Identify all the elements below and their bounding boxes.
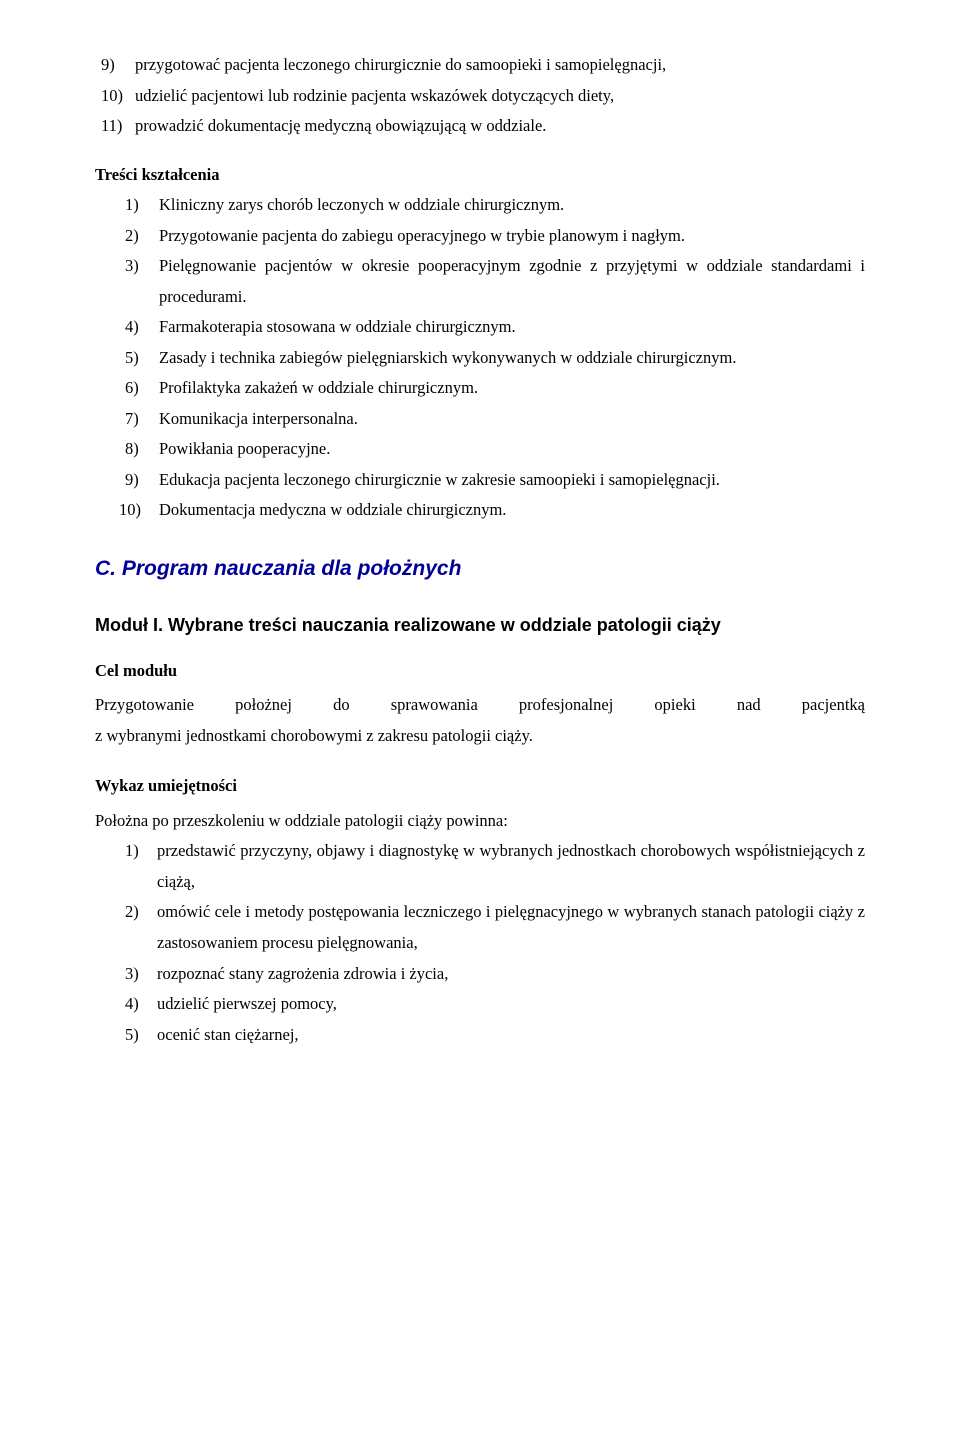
list-text: Profilaktyka zakażeń w oddziale chirurgi…: [159, 373, 865, 404]
list-item: 5) Zasady i technika zabiegów pielęgniar…: [119, 343, 865, 374]
list-item: 8) Powikłania pooperacyjne.: [119, 434, 865, 465]
list-num: 10): [95, 81, 135, 112]
list-text: omówić cele i metody postępowania leczni…: [157, 897, 865, 958]
list-text: udzielić pacjentowi lub rodzinie pacjent…: [135, 81, 865, 112]
list-num: 7): [119, 404, 159, 435]
list-item: 3) rozpoznać stany zagrożenia zdrowia i …: [125, 959, 865, 990]
list-num: 2): [125, 897, 157, 958]
list-text: przygotować pacjenta leczonego chirurgic…: [135, 50, 865, 81]
list-text: Edukacja pacjenta leczonego chirurgiczni…: [159, 465, 865, 496]
wykaz-label: Wykaz umiejętności: [95, 771, 865, 802]
list-num: 1): [119, 190, 159, 221]
list-text: Komunikacja interpersonalna.: [159, 404, 865, 435]
list-text: Dokumentacja medyczna w oddziale chirurg…: [159, 495, 865, 526]
list-item: 4) Farmakoterapia stosowana w oddziale c…: [119, 312, 865, 343]
list-num: 4): [125, 989, 157, 1020]
wykaz-list: 1) przedstawić przyczyny, objawy i diagn…: [125, 836, 865, 1050]
list-num: 9): [119, 465, 159, 496]
cel-paragraph: Przygotowanie położnej do sprawowania pr…: [95, 690, 865, 751]
list-num: 5): [125, 1020, 157, 1051]
list-num: 11): [95, 111, 135, 142]
list-text: Powikłania pooperacyjne.: [159, 434, 865, 465]
list-text: Pielęgnowanie pacjentów w okresie pooper…: [159, 251, 865, 312]
list-text: ocenić stan ciężarnej,: [157, 1020, 865, 1051]
list-text: rozpoznać stany zagrożenia zdrowia i życ…: [157, 959, 865, 990]
list-num: 8): [119, 434, 159, 465]
list-text: prowadzić dokumentację medyczną obowiązu…: [135, 111, 865, 142]
list-item: 4) udzielić pierwszej pomocy,: [125, 989, 865, 1020]
list-item: 2) Przygotowanie pacjenta do zabiegu ope…: [119, 221, 865, 252]
wykaz-intro: Położna po przeszkoleniu w oddziale pato…: [95, 806, 865, 837]
top-list: 9) przygotować pacjenta leczonego chirur…: [95, 50, 865, 142]
list-num: 2): [119, 221, 159, 252]
cel-label: Cel modułu: [95, 656, 865, 687]
cel-line1: Przygotowanie położnej do sprawowania pr…: [95, 690, 865, 721]
list-item: 1) przedstawić przyczyny, objawy i diagn…: [125, 836, 865, 897]
list-item: 10) Dokumentacja medyczna w oddziale chi…: [119, 495, 865, 526]
list-num: 5): [119, 343, 159, 374]
list-item: 7) Komunikacja interpersonalna.: [119, 404, 865, 435]
list-num: 3): [125, 959, 157, 990]
list-item: 5) ocenić stan ciężarnej,: [125, 1020, 865, 1051]
list-item: 9) Edukacja pacjenta leczonego chirurgic…: [119, 465, 865, 496]
list-num: 10): [119, 495, 159, 526]
list-item: 10) udzielić pacjentowi lub rodzinie pac…: [95, 81, 865, 112]
list-item: 1) Kliniczny zarys chorób leczonych w od…: [119, 190, 865, 221]
list-item: 2) omówić cele i metody postępowania lec…: [125, 897, 865, 958]
cel-line2: z wybranymi jednostkami chorobowymi z za…: [95, 721, 865, 752]
list-item: 11) prowadzić dokumentację medyczną obow…: [95, 111, 865, 142]
tresci-list: 1) Kliniczny zarys chorób leczonych w od…: [119, 190, 865, 526]
list-text: Przygotowanie pacjenta do zabiegu operac…: [159, 221, 865, 252]
list-text: udzielić pierwszej pomocy,: [157, 989, 865, 1020]
tresci-heading: Treści kształcenia: [95, 160, 865, 191]
list-num: 1): [125, 836, 157, 897]
list-num: 9): [95, 50, 135, 81]
list-num: 4): [119, 312, 159, 343]
list-item: 9) przygotować pacjenta leczonego chirur…: [95, 50, 865, 81]
list-text: przedstawić przyczyny, objawy i diagnost…: [157, 836, 865, 897]
list-item: 6) Profilaktyka zakażeń w oddziale chiru…: [119, 373, 865, 404]
module-heading: Moduł I. Wybrane treści nauczania realiz…: [95, 609, 865, 642]
program-heading: C. Program nauczania dla położnych: [95, 550, 865, 589]
list-text: Zasady i technika zabiegów pielęgniarski…: [159, 343, 865, 374]
list-text: Kliniczny zarys chorób leczonych w oddzi…: [159, 190, 865, 221]
list-item: 3) Pielęgnowanie pacjentów w okresie poo…: [119, 251, 865, 312]
list-num: 6): [119, 373, 159, 404]
list-num: 3): [119, 251, 159, 312]
list-text: Farmakoterapia stosowana w oddziale chir…: [159, 312, 865, 343]
